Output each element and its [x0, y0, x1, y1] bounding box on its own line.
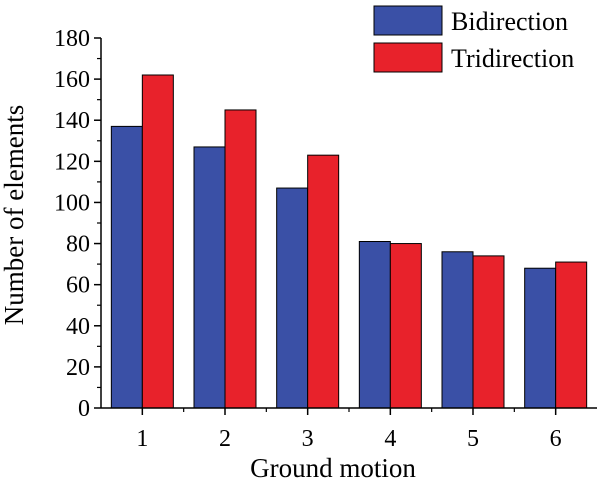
legend-label-tridirection: Tridirection — [451, 44, 574, 73]
bar-bidirection-4 — [358, 241, 391, 409]
bar-bidirection-5 — [441, 251, 474, 409]
y-tick-label: 80 — [66, 232, 90, 258]
legend-swatch-bidirection — [373, 5, 443, 36]
bars-group — [110, 74, 588, 409]
y-tick-label: 0 — [78, 396, 90, 422]
x-tick-label: 6 — [550, 426, 562, 452]
x-axis-title: Ground motion — [250, 453, 416, 483]
legend-swatch-tridirection — [373, 42, 443, 73]
bar-tridirection-5 — [472, 255, 505, 409]
y-tick-label: 120 — [54, 149, 90, 175]
bar-tridirection-4 — [389, 243, 422, 409]
y-tick-label: 60 — [66, 273, 90, 299]
x-tick-label: 1 — [136, 426, 148, 452]
y-tick-label: 140 — [54, 108, 90, 134]
bar-tridirection-6 — [555, 261, 588, 409]
legend: Bidirection Tridirection — [373, 5, 574, 73]
x-tick-label: 3 — [302, 426, 314, 452]
y-tick-label: 20 — [66, 355, 90, 381]
bar-tridirection-2 — [224, 109, 257, 409]
legend-label-bidirection: Bidirection — [451, 7, 568, 36]
y-axis-title: Number of elements — [0, 105, 29, 325]
x-tick-label: 5 — [467, 426, 479, 452]
y-tick-label: 40 — [66, 314, 90, 340]
bar-tridirection-1 — [141, 74, 174, 409]
bar-bidirection-6 — [524, 267, 557, 409]
x-tick-label: 2 — [219, 426, 231, 452]
bar-bidirection-1 — [110, 125, 143, 409]
ticks-group: 0 20 40 60 80 100 120 140 160 180 1 2 3 4 5 6 — [54, 26, 562, 452]
axes-group — [100, 38, 597, 409]
x-tick-label: 4 — [384, 426, 396, 452]
bar-tridirection-3 — [307, 154, 340, 409]
bar-bidirection-2 — [193, 146, 226, 409]
y-tick-label: 180 — [54, 26, 90, 52]
y-tick-label: 160 — [54, 67, 90, 93]
bar-bidirection-3 — [276, 187, 309, 409]
y-tick-label: 100 — [54, 190, 90, 216]
